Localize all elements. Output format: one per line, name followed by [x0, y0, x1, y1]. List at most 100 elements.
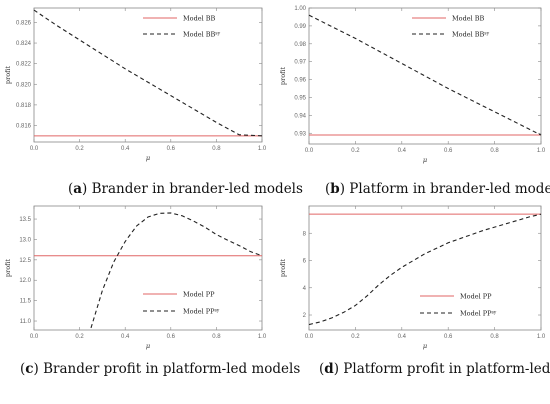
y-tick-label: 11.5 — [20, 299, 32, 305]
panel-caption: (c) Brander profit in platform-led model… — [20, 361, 300, 377]
x-axis-label: μ — [146, 342, 150, 350]
y-tick-label: 0.93 — [294, 131, 306, 137]
x-tick-label: 0.4 — [121, 146, 130, 152]
caption-paren: ) — [34, 361, 39, 377]
caption-text: Platform in brander-led models — [345, 181, 550, 197]
chart-a: 0.0 0.2 0.4 0.6 0.8 1.0 0.816 0.818 0.820 0.822 0.… — [4, 7, 303, 197]
series-line-mu — [308, 14, 542, 136]
y-tick-label: 0.816 — [16, 124, 32, 130]
x-tick-label: 0.8 — [490, 334, 499, 340]
caption-text: Brander profit in platform-led models — [39, 361, 301, 377]
legend-label: Model PP — [183, 291, 215, 299]
legend-label-sup: sy — [215, 31, 220, 36]
caption-paren: ( — [68, 181, 73, 197]
x-tick-label: 0.0 — [305, 148, 314, 154]
y-tick-label: 11.0 — [20, 319, 32, 325]
x-axis-label: μ — [423, 342, 427, 350]
x-tick-label: 1.0 — [258, 146, 267, 152]
y-tick-label: 0.818 — [16, 103, 32, 109]
y-tick-label: 0.822 — [16, 62, 32, 68]
panel-caption: (d) Platform profit in platform-led mode… — [319, 361, 550, 377]
y-tick-label: 0.99 — [294, 24, 306, 30]
y-tick-label: 0.94 — [294, 113, 306, 119]
plot-frame — [33, 7, 263, 143]
x-tick-label: 1.0 — [537, 148, 546, 154]
y-tick-label: 13.5 — [19, 217, 31, 223]
chart-d: 0.0 0.2 0.4 0.6 0.8 1.0 2 4 6 8 profit μ Model PP Mod… — [279, 205, 550, 377]
x-axis-label: μ — [423, 156, 427, 164]
x-tick-label: 0.0 — [30, 334, 39, 340]
y-tick-label: 1.00 — [294, 6, 306, 12]
y-tick-label: 0.97 — [294, 60, 306, 66]
x-tick-label: 0.4 — [398, 148, 407, 154]
x-tick-label: 0.2 — [351, 148, 360, 154]
legend-label: Model PPsy — [183, 308, 220, 316]
chart-b: 0.0 0.2 0.4 0.6 0.8 1.0 0.93 0.94 0.95 0.96 0.97 0.… — [279, 6, 550, 197]
series-line-mu — [33, 9, 263, 137]
caption-text: Brander in brander-led models — [87, 181, 303, 197]
x-tick-label: 0.6 — [167, 146, 176, 152]
series-line-mu — [308, 213, 542, 326]
x-tick-label: 0.2 — [75, 334, 84, 340]
y-tick-label: 12.5 — [19, 258, 31, 264]
x-tick-label: 0.6 — [444, 334, 453, 340]
x-tick-label: 0.0 — [305, 334, 314, 340]
x-tick-label: 0.8 — [212, 146, 221, 152]
x-tick-label: 0.0 — [30, 146, 39, 152]
legend-label: Model BB — [452, 15, 484, 23]
y-tick-label: 0.824 — [16, 41, 32, 47]
panel-caption: (a) Brander in brander-led models — [68, 181, 303, 197]
caption-paren: ) — [340, 181, 345, 197]
caption-paren: ( — [319, 361, 324, 377]
legend-label-sup: sy — [484, 31, 489, 36]
y-axis-label: profit — [4, 259, 12, 278]
x-axis-label: μ — [146, 154, 150, 162]
x-tick-label: 1.0 — [258, 334, 267, 340]
y-tick-label: 12.0 — [19, 278, 31, 284]
y-tick-label: 0.98 — [294, 42, 306, 48]
x-tick-label: 0.2 — [351, 334, 360, 340]
plot-frame — [33, 205, 263, 331]
caption-paren: ( — [20, 361, 25, 377]
caption-paren: ( — [325, 181, 330, 197]
chart-c: 0.0 0.2 0.4 0.6 0.8 1.0 11.0 11.5 12.0 12.5 13.0 13… — [4, 205, 300, 377]
y-axis-label: profit — [4, 66, 12, 85]
legend-label-sup: sy — [214, 308, 219, 313]
caption-paren: ) — [334, 361, 339, 377]
x-tick-label: 0.6 — [167, 334, 176, 340]
caption-letter: c — [25, 361, 33, 377]
x-tick-label: 1.0 — [537, 334, 546, 340]
plot-frame — [308, 205, 542, 331]
x-tick-label: 0.8 — [490, 148, 499, 154]
x-tick-label: 0.4 — [121, 334, 130, 340]
x-tick-label: 0.8 — [212, 334, 221, 340]
legend-label: Model PPsy — [460, 310, 497, 318]
series-line-mu — [90, 212, 263, 329]
y-tick-label: 13.0 — [19, 237, 31, 243]
legend-label: Model BB — [183, 15, 215, 23]
y-tick-label: 0.820 — [16, 82, 32, 88]
y-tick-label: 4 — [303, 286, 307, 292]
y-tick-label: 8 — [303, 231, 307, 237]
y-axis-label: profit — [279, 259, 287, 278]
y-tick-label: 2 — [303, 313, 307, 319]
y-tick-label: 0.96 — [294, 78, 306, 84]
x-tick-label: 0.4 — [398, 334, 407, 340]
legend-label: Model BBsy — [183, 31, 221, 39]
caption-letter: a — [73, 181, 82, 197]
legend-label: Model BBsy — [452, 31, 490, 39]
caption-letter: b — [330, 181, 339, 197]
x-tick-label: 0.6 — [444, 148, 453, 154]
caption-letter: d — [324, 361, 334, 377]
y-axis-label: profit — [279, 67, 287, 86]
x-tick-label: 0.2 — [75, 146, 84, 152]
panel-caption: (b) Platform in brander-led models — [325, 181, 550, 197]
caption-text: Platform profit in platform-led models — [339, 361, 550, 377]
y-tick-label: 0.826 — [16, 20, 32, 26]
legend-label: Model PP — [460, 293, 492, 301]
y-tick-label: 6 — [303, 259, 307, 265]
y-tick-label: 0.95 — [294, 95, 306, 101]
plot-frame — [308, 7, 542, 145]
legend-label-sup: sy — [491, 310, 496, 315]
